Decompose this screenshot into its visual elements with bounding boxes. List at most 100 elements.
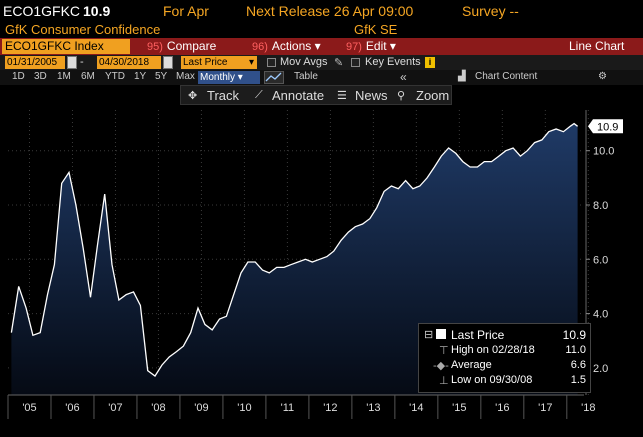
range-bar: 01/31/2005 - 04/30/2018 Last Price ▾ Mov … — [0, 55, 643, 70]
x-axis: '05 '06 '07 '08 '09 '10 '11 '12 '13 '14 '15 '16 '17 '… — [7, 394, 595, 419]
line-chart-icon[interactable] — [264, 71, 284, 84]
actions-number: 96) — [252, 41, 268, 53]
low-marker-icon: ⊥ — [439, 375, 449, 387]
legend-last-price: ⊟ Last Price 10.9 — [419, 328, 590, 342]
y-tick-label-3: 8.0 — [593, 200, 608, 212]
info-icon[interactable]: i — [425, 57, 435, 68]
legend-high-value: 11.0 — [565, 344, 586, 356]
x-tick-label-9: '14 — [409, 402, 423, 414]
next-release: Next Release 26 Apr 09:00 — [246, 3, 414, 19]
mov-avgs-checkbox[interactable] — [267, 58, 276, 67]
legend-last-price-label: Last Price — [451, 328, 505, 342]
ticker-header: ECO1GFKC 10.9 For Apr Next Release 26 Ap… — [0, 0, 643, 22]
end-date-input[interactable]: 04/30/2018 — [97, 56, 161, 69]
period-1m[interactable]: 1M — [57, 71, 71, 82]
mov-avgs-label: Mov Avgs — [280, 56, 328, 68]
chart-tools: ✥ Track ⟋ Annotate ☰ News ⚲ Zoom — [180, 85, 452, 105]
legend-last-price-value: 10.9 — [562, 328, 586, 342]
annotate-button[interactable]: Annotate — [272, 88, 325, 103]
edit-number: 97) — [346, 41, 362, 53]
news-button[interactable]: News — [355, 88, 388, 103]
calendar-icon[interactable] — [163, 56, 173, 69]
legend-high: ⊤ High on 02/28/18 11.0 — [419, 344, 590, 357]
date-separator: - — [80, 56, 84, 68]
pencil-icon[interactable]: ✎ — [334, 57, 344, 69]
indicator-source: GfK SE — [354, 22, 398, 37]
y-tick-label-0: 2.0 — [593, 363, 608, 375]
x-tick-label-8: '13 — [366, 402, 380, 414]
y-tick-label-1: 4.0 — [593, 309, 608, 321]
description-row: GfK Consumer Confidence GfK SE — [0, 22, 643, 38]
start-date-input[interactable]: 01/31/2005 — [5, 56, 65, 69]
calendar-icon[interactable] — [67, 56, 77, 69]
chart-content-button[interactable]: Chart Content — [475, 71, 538, 82]
x-tick-label-6: '11 — [281, 402, 295, 414]
x-tick-label-3: '08 — [151, 402, 165, 414]
period-max[interactable]: Max — [176, 71, 195, 82]
period-1d[interactable]: 1D — [12, 71, 25, 82]
x-tick-label-10: '15 — [452, 402, 466, 414]
frequency-select[interactable]: Monthly ▾ — [198, 71, 260, 84]
legend-average: -◆- Average 6.6 — [419, 359, 590, 372]
annotate-icon: ⟋ — [255, 89, 263, 101]
track-button[interactable]: Track — [207, 88, 240, 103]
edit-label: Edit ▾ — [365, 39, 396, 53]
x-tick-label-12: '17 — [538, 402, 552, 414]
price-line — [10, 122, 578, 377]
period-5y[interactable]: 5Y — [155, 71, 168, 82]
period-ytd[interactable]: YTD — [105, 71, 125, 82]
function-toolbar: ECO1GFKC Index 95) Compare 96) Actions ▾ 9… — [0, 38, 643, 55]
actions-menu[interactable]: 96) Actions ▾ — [252, 39, 321, 54]
legend-high-label: High on 02/28/18 — [451, 344, 535, 356]
x-tick-label-11: '16 — [495, 402, 509, 414]
last-value-box — [588, 119, 623, 134]
field-select-value: Last Price — [183, 57, 228, 68]
compare-label: Compare — [166, 39, 217, 53]
period-1y[interactable]: 1Y — [134, 71, 147, 82]
legend-low: ⊥ Low on 09/30/08 1.5 — [419, 374, 590, 387]
x-tick-label-13: '18 — [581, 402, 595, 414]
x-tick-label-4: '09 — [194, 402, 208, 414]
news-icon: ☰ — [337, 90, 347, 102]
y-tick-label-2: 6.0 — [593, 254, 608, 266]
gear-icon[interactable]: ⚙ — [598, 71, 607, 82]
x-tick-label-1: '06 — [65, 402, 79, 414]
chevron-down-icon: ▾ — [248, 57, 254, 68]
table-button[interactable]: Table — [294, 71, 318, 82]
y-tick-label-4: 10.0 — [593, 146, 614, 158]
high-marker-icon: ⊤ — [439, 345, 449, 357]
edit-menu[interactable]: 97) Edit ▾ — [346, 39, 396, 54]
last-value-label: 10.9 — [588, 119, 623, 134]
view-type[interactable]: Line Chart — [569, 39, 625, 53]
collapse-icon[interactable]: « — [400, 70, 407, 84]
ticker-symbol: ECO1GFKC — [3, 3, 81, 19]
zoom-button[interactable]: Zoom — [416, 88, 450, 103]
release-period: For Apr — [163, 3, 209, 19]
chart-legend[interactable]: ⊟ Last Price 10.9 ⊤ High on 02/28/18 11.… — [418, 323, 591, 393]
key-events-checkbox[interactable] — [351, 58, 360, 67]
period-6m[interactable]: 6M — [81, 71, 95, 82]
zoom-icon: ⚲ — [397, 90, 406, 102]
x-tick-label-2: '07 — [108, 402, 122, 414]
chart-content-icon: ▟ — [458, 71, 466, 82]
survey-value: Survey -- — [462, 3, 519, 19]
period-3d[interactable]: 3D — [34, 71, 47, 82]
average-marker-icon: -◆- — [433, 360, 449, 372]
legend-average-label: Average — [451, 359, 492, 371]
tools-bar: ✥ Track ⟋ Annotate ☰ News ⚲ Zoom — [0, 85, 643, 105]
legend-low-label: Low on 09/30/08 — [451, 374, 533, 386]
key-events-label: Key Events — [365, 56, 421, 68]
security-input[interactable]: ECO1GFKC Index — [2, 39, 130, 54]
field-select[interactable]: Last Price ▾ — [181, 56, 257, 69]
swatch-icon — [436, 329, 446, 339]
compare-button[interactable]: 95) Compare — [147, 39, 216, 54]
collapse-box-icon[interactable]: ⊟ — [424, 329, 434, 341]
x-tick-label-0: '05 — [22, 402, 36, 414]
last-value: 10.9 — [83, 3, 111, 19]
x-tick-label-5: '10 — [237, 402, 251, 414]
last-value-text: 10.9 — [597, 121, 618, 133]
legend-low-value: 1.5 — [570, 374, 586, 386]
legend-average-value: 6.6 — [570, 359, 586, 371]
indicator-name: GfK Consumer Confidence — [5, 22, 161, 37]
y-axis: 2.0 4.0 6.0 8.0 10.0 — [585, 110, 614, 395]
